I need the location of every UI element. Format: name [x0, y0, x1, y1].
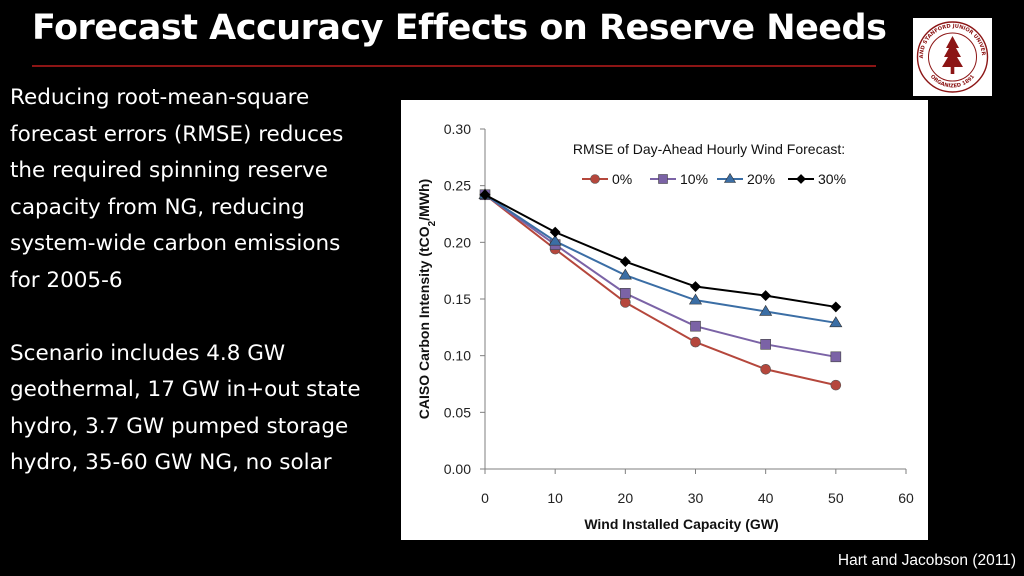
legend-item: 30% — [788, 171, 846, 187]
x-tick-label: 40 — [758, 490, 774, 506]
data-point — [760, 363, 771, 375]
x-tick-label: 20 — [618, 490, 634, 506]
data-point — [549, 226, 561, 238]
legend-marker — [658, 174, 668, 184]
series-line — [484, 193, 837, 387]
data-point — [830, 379, 842, 391]
body-paragraph-rmse: Reducing root-mean-square forecast error… — [10, 85, 344, 293]
title-divider — [32, 65, 876, 67]
series-line — [484, 193, 837, 358]
slide-title: Forecast Accuracy Effects on Reserve Nee… — [32, 8, 887, 48]
data-point — [760, 339, 771, 350]
data-point — [760, 290, 772, 302]
data-point — [829, 316, 843, 328]
series-line — [484, 193, 836, 308]
x-tick-label: 30 — [688, 490, 704, 506]
stanford-seal-logo: LELAND STANFORD JUNIOR UNIVERSITY ORGANI… — [913, 18, 992, 96]
legend-marker — [796, 174, 806, 184]
legend-item: 10% — [650, 171, 708, 187]
data-point — [479, 189, 491, 201]
x-tick-label: 50 — [828, 490, 844, 506]
body-paragraph-scenario: Scenario includes 4.8 GW geothermal, 17 … — [10, 340, 361, 476]
data-point — [620, 288, 631, 299]
citation: Hart and Jacobson (2011) — [837, 552, 1016, 569]
data-point — [830, 301, 842, 313]
data-point — [619, 256, 631, 268]
data-point — [690, 336, 701, 348]
x-tick-label: 10 — [547, 490, 563, 506]
y-tick-label: 0.30 — [444, 121, 471, 137]
chart-panel: 0.00 0.05 0.10 0.15 0.20 0.25 0.30 0 10 20 30 40 50 6… — [401, 100, 928, 540]
legend-title: RMSE of Day-Ahead Hourly Wind Forecast: — [573, 141, 845, 157]
legend-marker — [723, 172, 737, 183]
data-point — [690, 320, 701, 332]
data-point — [548, 234, 562, 246]
y-tick-label: 0.05 — [444, 404, 471, 420]
legend-label: 0% — [612, 171, 632, 187]
x-axis-label: Wind Installed Capacity (GW) — [584, 516, 778, 532]
legend-label: 30% — [818, 171, 846, 187]
legend-label: 20% — [747, 171, 775, 187]
data-point — [759, 304, 773, 316]
y-tick-label: 0.15 — [444, 291, 471, 307]
data-point — [618, 268, 632, 280]
series-line — [484, 193, 836, 324]
series-30pct — [479, 189, 842, 313]
data-point — [830, 351, 842, 363]
carbon-intensity-chart: 0.00 0.05 0.10 0.15 0.20 0.25 0.30 0 10 20 30 40 50 6… — [416, 121, 914, 532]
slide-body-text: Reducing root-mean-square forecast error… — [10, 80, 365, 482]
y-tick-label: 0.20 — [444, 234, 471, 250]
x-tick-label: 0 — [481, 490, 489, 506]
y-tick-label: 0.00 — [444, 461, 471, 477]
series-20pct — [478, 188, 843, 328]
legend-marker — [590, 174, 600, 184]
data-point — [688, 293, 703, 305]
x-tick-label: 60 — [898, 490, 914, 506]
data-point — [620, 297, 631, 308]
series-10pct — [479, 189, 842, 363]
y-tick-label: 0.10 — [444, 348, 471, 364]
y-axis-label: CAISO Carbon Intensity (tCO2/MWh) — [416, 179, 438, 419]
legend-item: 20% — [717, 171, 775, 187]
data-point — [690, 281, 701, 292]
legend-label: 10% — [680, 171, 708, 187]
y-tick-label: 0.25 — [444, 178, 471, 194]
legend-item: 0% — [582, 171, 632, 187]
